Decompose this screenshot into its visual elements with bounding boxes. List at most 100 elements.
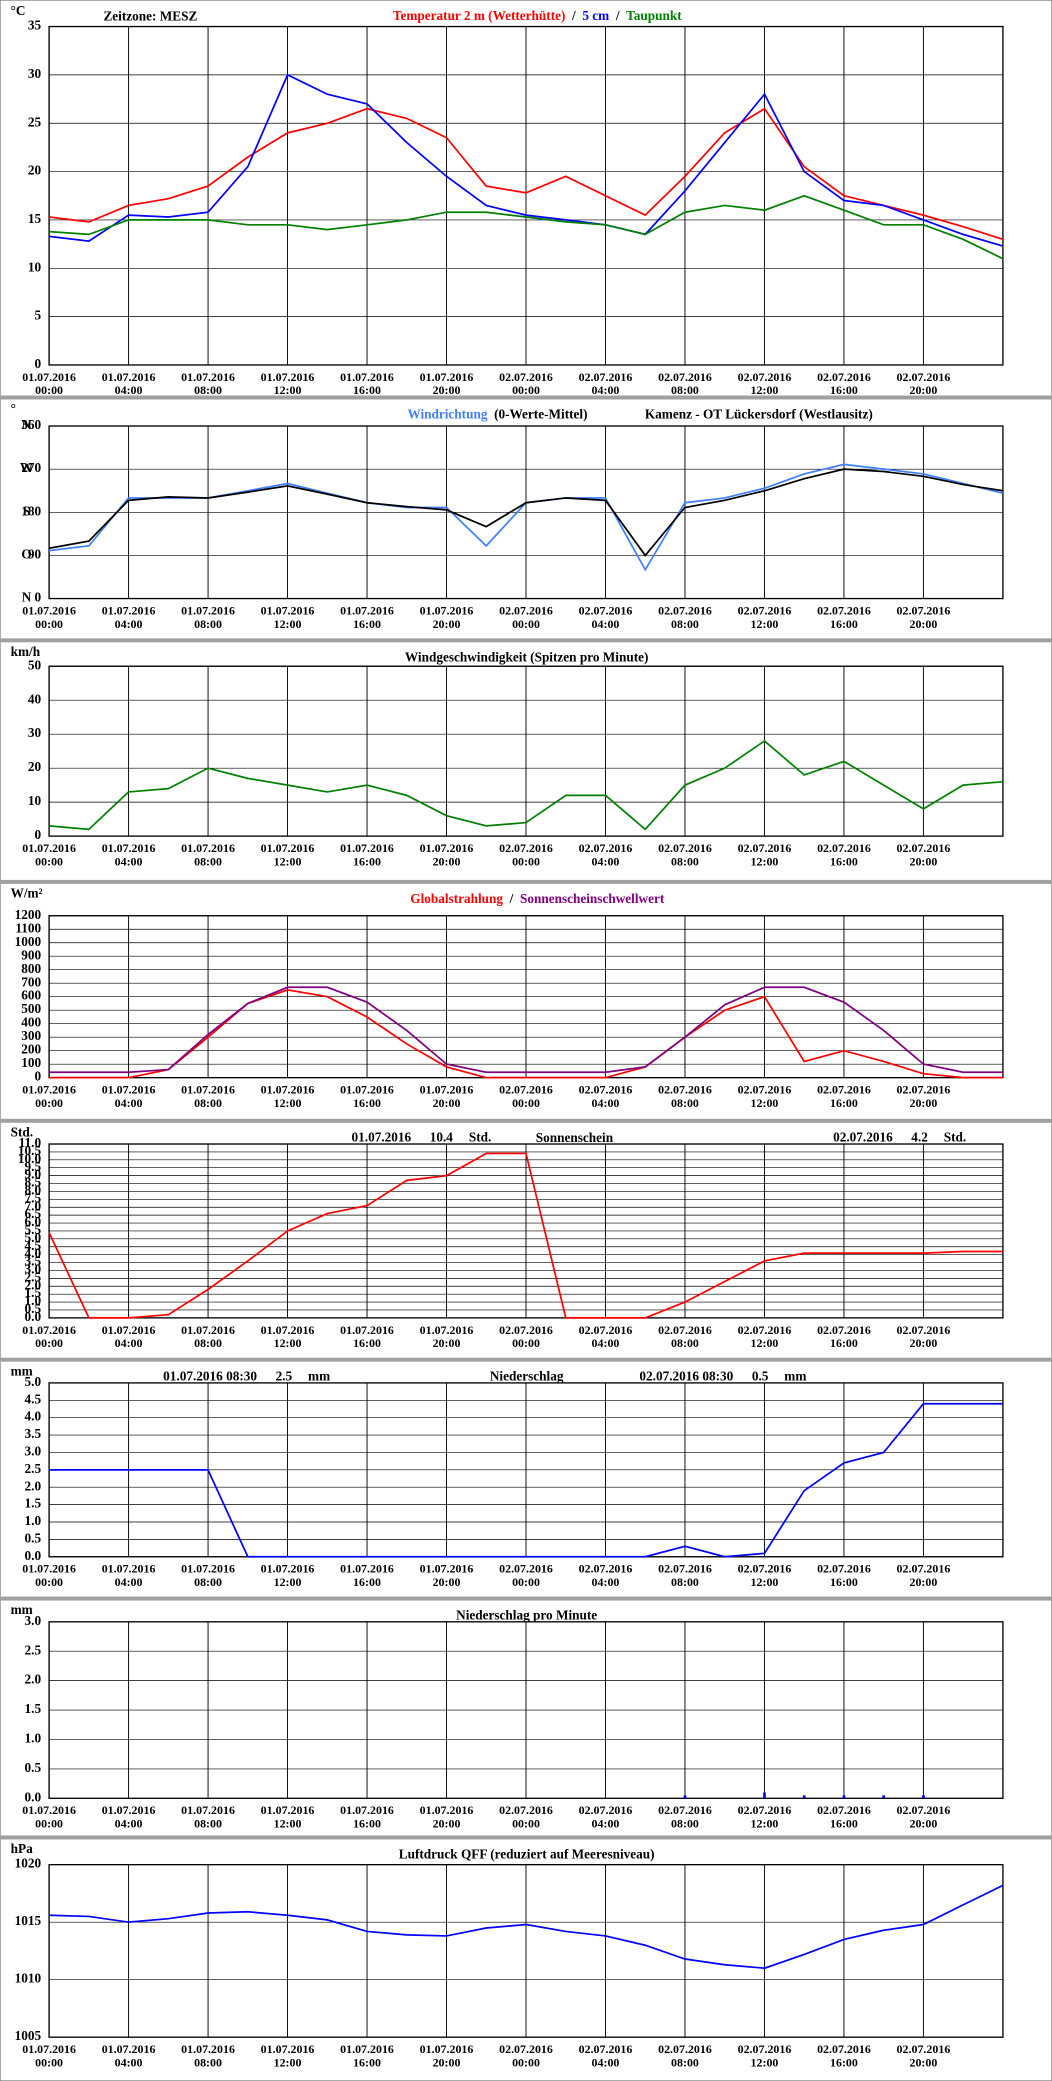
x-tick-label-box: 02.07.2016 20:00 — [897, 1083, 951, 1110]
x-tick-label: 01.07.2016 20:00 — [419, 2042, 474, 2070]
x-tick-label-box: 01.07.2016 12:00 — [261, 604, 315, 631]
annotation-value: 10.4 — [430, 1130, 454, 1145]
x-tick-label: 01.07.2016 16:00 — [340, 1323, 394, 1350]
x-tick-label: 02.07.2016 00:00 — [499, 1803, 553, 1831]
annotation: 01.07.2016 10.4 Std. — [352, 1130, 492, 1145]
x-tick-label: 02.07.2016 00:00 — [499, 2042, 553, 2070]
series-line — [49, 194, 1004, 260]
y-tick-label: 1.5 — [25, 1285, 42, 1300]
x-tick-label-box: 01.07.2016 08:00 — [181, 1804, 235, 1831]
y-tick-label: 0.5 — [25, 1530, 42, 1545]
x-tick-label: 02.07.2016 04:00 — [578, 1082, 633, 1110]
x-tick-label-box: 01.07.2016 08:00 — [181, 2043, 235, 2070]
x-tick-label: 02.07.2016 12:00 — [737, 1323, 792, 1350]
x-tick-label-box: 02.07.2016 16:00 — [817, 603, 871, 631]
y-tick-letter: O — [21, 546, 31, 561]
y-tick-label: 10.0 — [18, 1151, 42, 1166]
y-tick-label: 100 — [21, 1055, 41, 1070]
x-tick-label: 01.07.2016 08:00 — [181, 603, 235, 631]
y-tick-label: 500 — [21, 1001, 41, 1016]
x-tick-label-box: 02.07.2016 16:00 — [817, 1562, 871, 1589]
y-tick-label: 1020 — [15, 1856, 42, 1871]
x-tick-label: 02.07.2016 20:00 — [896, 1803, 951, 1831]
x-tick-label: 02.07.2016 20:00 — [896, 841, 951, 868]
x-tick-label: 02.07.2016 16:00 — [817, 1082, 871, 1110]
x-tick-label: 02.07.2016 04:00 — [578, 1803, 633, 1831]
y-tick-label: 7.0 — [25, 1198, 42, 1213]
x-tick-label: 02.07.2016 04:00 — [578, 603, 633, 631]
x-tick-label-box: 02.07.2016 08:00 — [658, 1323, 712, 1350]
x-tick-label-box: 01.07.2016 20:00 — [419, 2042, 474, 2070]
y-tick-label: 4.5 — [25, 1238, 42, 1253]
series-line — [48, 107, 1004, 241]
annotation-date: 02.07.2016 08:30 — [639, 1369, 733, 1384]
x-tick-label: 02.07.2016 16:00 — [817, 603, 871, 631]
y-tick-label: 3.5 — [25, 1426, 42, 1441]
x-tick-label-box: 01.07.2016 20:00 — [419, 1323, 474, 1350]
y-tick-label: 90 — [28, 546, 42, 561]
y-tick-label: 360 — [21, 417, 41, 432]
y-tick-label: 0.0 — [25, 1309, 42, 1324]
x-tick-label: 01.07.2016 16:00 — [340, 841, 394, 868]
x-tick-label-box: 02.07.2016 12:00 — [738, 1804, 792, 1831]
x-tick-label-box: 02.07.2016 04:00 — [579, 841, 633, 868]
x-tick-label: 02.07.2016 08:00 — [658, 1323, 712, 1350]
annotation: 01.07.2016 08:30 2.5 mm — [163, 1369, 330, 1384]
y-tick-label: 0 — [35, 590, 42, 605]
x-tick-label: 01.07.2016 20:00 — [419, 1323, 474, 1350]
timezone: Zeitzone: MESZ — [103, 8, 197, 23]
x-tick-label: 02.07.2016 12:00 — [737, 603, 792, 631]
x-tick-label: 01.07.2016 20:00 — [419, 1562, 474, 1589]
x-tick-label-box: 02.07.2016 08:00 — [658, 841, 712, 868]
panel-separator — [0, 395, 1052, 400]
x-tick-label-box: 02.07.2016 08:00 — [658, 1562, 712, 1589]
annotation-date: 01.07.2016 — [352, 1130, 412, 1145]
y-tick-label: 180 — [21, 503, 41, 518]
x-tick-label-box: 02.07.2016 20:00 — [896, 1803, 951, 1831]
x-tick-label-box: 01.07.2016 12:00 — [261, 1323, 315, 1350]
y-tick-label: 2.5 — [25, 1642, 42, 1657]
y-tick-label: 4.0 — [25, 1246, 42, 1261]
x-tick-label: 02.07.2016 16:00 — [817, 370, 871, 397]
x-tick-label-box: 01.07.2016 16:00 — [340, 370, 394, 397]
y-unit-label: hPa — [11, 1841, 33, 1856]
y-unit-label: mm — [11, 1602, 33, 1617]
x-tick-label-box: 02.07.2016 00:00 — [499, 2042, 553, 2070]
chart-title: Niederschlag — [490, 1369, 564, 1384]
x-tick-label: 02.07.2016 12:00 — [737, 841, 792, 868]
x-tick-label: 01.07.2016 12:00 — [260, 1562, 315, 1589]
x-tick-label-box: 02.07.2016 20:00 — [897, 370, 951, 397]
x-tick-label-box: 01.07.2016 04:00 — [102, 1323, 156, 1350]
x-tick-label-box: 01.07.2016 00:00 — [22, 604, 76, 631]
legend-entry: 5 cm — [582, 8, 609, 23]
y-tick-label: 800 — [21, 961, 41, 976]
x-tick-label: 01.07.2016 16:00 — [340, 1803, 394, 1831]
y-tick-label: 0.0 — [25, 1789, 42, 1804]
x-tick-label: 01.07.2016 04:00 — [101, 2042, 156, 2070]
x-tick-label-box: 02.07.2016 00:00 — [499, 1803, 553, 1831]
legend-separator: / — [509, 891, 514, 906]
y-tick-label: 1.0 — [25, 1293, 42, 1308]
series-line — [49, 986, 1003, 1074]
x-tick-label: 02.07.2016 16:00 — [817, 1803, 871, 1831]
annotation-unit: Std. — [469, 1130, 491, 1145]
y-tick-label: 2.5 — [25, 1269, 42, 1284]
y-unit-label: °C — [11, 3, 26, 18]
y-tick-label: 35 — [28, 18, 42, 33]
x-tick-label: 02.07.2016 12:00 — [737, 1082, 792, 1110]
x-tick-label-box: 02.07.2016 16:00 — [817, 370, 871, 397]
bar — [842, 1795, 846, 1799]
x-tick-label: 01.07.2016 20:00 — [419, 603, 474, 631]
x-tick-label-box: 01.07.2016 00:00 — [22, 1562, 76, 1589]
chart-title: Luftdruck QFF (reduziert auf Meeresnivea… — [399, 1846, 655, 1861]
x-tick-label-box: 01.07.2016 08:00 — [181, 370, 235, 397]
bar — [802, 1795, 806, 1799]
x-tick-label-box: 01.07.2016 12:00 — [261, 370, 315, 397]
x-tick-label-box: 02.07.2016 20:00 — [897, 604, 951, 631]
y-tick-label: 1010 — [15, 1971, 42, 1986]
x-tick-label-box: 02.07.2016 12:00 — [738, 370, 792, 397]
legend-entry: (0-Werte-Mittel) — [494, 406, 587, 421]
y-tick-label: 5 — [35, 308, 42, 323]
y-tick-label: 700 — [21, 974, 41, 989]
bar — [882, 1795, 886, 1799]
